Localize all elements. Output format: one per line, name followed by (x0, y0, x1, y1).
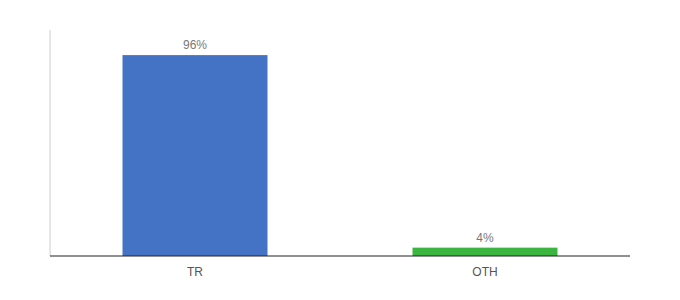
chart-container: 96% 4% TR OTH (0, 0, 680, 300)
data-label: 96% (183, 38, 207, 52)
chart-svg: 96% 4% TR OTH (0, 0, 680, 300)
bar (123, 55, 268, 256)
data-label: 4% (476, 231, 494, 245)
x-tick-label: OTH (472, 265, 497, 279)
x-tick-label: TR (187, 265, 203, 279)
x-axis-line (50, 255, 630, 256)
y-axis-line (50, 30, 51, 256)
bar (413, 248, 558, 256)
plot-area (123, 55, 558, 256)
